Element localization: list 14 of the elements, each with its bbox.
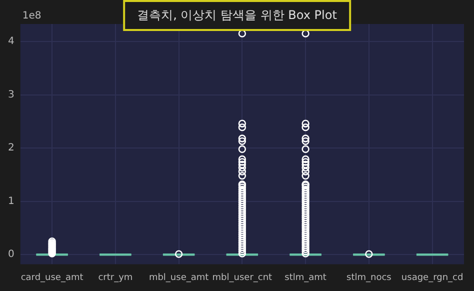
x-tick-label: usage_rgn_cd [401, 272, 464, 283]
x-tick-label: mbl_use_amt [148, 272, 210, 283]
y-tick-label: 0 [8, 249, 14, 260]
x-tick-label: mbl_user_cnt [212, 272, 273, 283]
text: 1e8 [22, 10, 42, 22]
chart-title: 결측치, 이상치 탐색을 위한 Box Plot [123, 0, 351, 31]
x-tick-label: card_use_amt [20, 272, 84, 283]
x-tick-label: crtr_ym [98, 272, 133, 283]
y-tick-label: 4 [8, 36, 14, 48]
y-tick-label: 1 [8, 196, 14, 207]
y-tick-label: 2 [8, 142, 14, 154]
x-tick-label: stlm_amt [284, 272, 327, 283]
y-tick-label: 3 [8, 89, 14, 100]
x-tick-label: stlm_nocs [346, 272, 392, 283]
